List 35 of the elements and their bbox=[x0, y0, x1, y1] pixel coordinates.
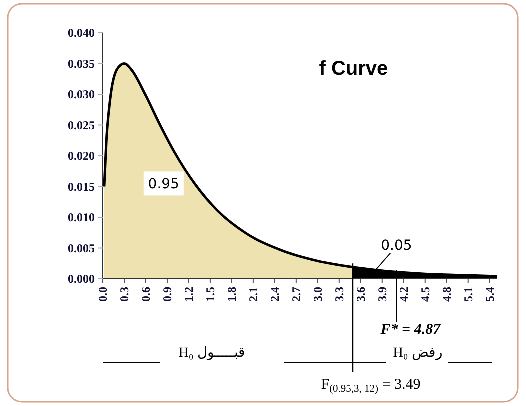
y-tick-label: 0.005 bbox=[68, 241, 95, 256]
x-tick-label: 0.0 bbox=[96, 287, 110, 302]
y-tick-label: 0.000 bbox=[68, 272, 95, 286]
x-tick-label: 0.6 bbox=[139, 287, 154, 302]
y-tick-label: 0.035 bbox=[68, 56, 95, 71]
text: H₀ قبـــــول bbox=[178, 346, 246, 361]
annotation: 0.05 bbox=[381, 238, 412, 254]
x-tick-label: 0.3 bbox=[118, 287, 132, 302]
y-tick-label: 0.040 bbox=[68, 26, 95, 40]
x-tick-label: 2.1 bbox=[246, 287, 261, 302]
x-tick-label: 3.9 bbox=[376, 287, 390, 302]
ref-line-label: F$_{(0.95,3, 12)}$ = 3.49 bbox=[321, 377, 421, 396]
x-tick-label: 3.0 bbox=[311, 287, 326, 302]
x-tick-label: 3.3 bbox=[332, 287, 347, 302]
x-tick-label: 5.4 bbox=[483, 287, 498, 302]
annotation: F* = 4.87 bbox=[380, 322, 442, 338]
text: H₀ رفض bbox=[393, 346, 443, 361]
y-tick-label: 0.025 bbox=[68, 118, 95, 132]
x-tick-label: 4.2 bbox=[397, 287, 412, 302]
x-tick-label: 4.5 bbox=[418, 287, 433, 302]
y-tick-label: 0.015 bbox=[68, 180, 95, 194]
y-tick-label: 0.010 bbox=[68, 210, 95, 225]
y-tick-label: 0.020 bbox=[68, 149, 95, 164]
x-tick-label: 3.6 bbox=[354, 287, 368, 302]
annotation: 0.95 bbox=[148, 176, 180, 193]
x-tick-label: 2.7 bbox=[290, 287, 304, 302]
x-tick-label: 2.4 bbox=[268, 287, 282, 302]
x-tick-label: 4.8 bbox=[440, 287, 454, 302]
x-tick-label: 0.9 bbox=[160, 287, 175, 302]
x-tick-label: 1.8 bbox=[225, 287, 240, 302]
text: f Curve bbox=[319, 58, 388, 80]
y-tick-label: 0.030 bbox=[68, 88, 95, 102]
x-tick-label: 1.5 bbox=[204, 287, 218, 302]
x-tick-label: 1.2 bbox=[182, 287, 196, 302]
x-tick-label: 5.1 bbox=[462, 287, 476, 302]
